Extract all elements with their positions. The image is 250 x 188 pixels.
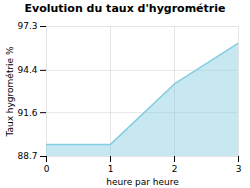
svg-text:2: 2 — [172, 164, 178, 174]
svg-text:Taux hygrométrie %: Taux hygrométrie % — [5, 46, 15, 138]
svg-text:94.4: 94.4 — [17, 65, 37, 75]
svg-text:0: 0 — [44, 164, 50, 174]
svg-text:91.6: 91.6 — [17, 108, 37, 118]
svg-text:heure par heure: heure par heure — [106, 177, 179, 187]
svg-text:97.3: 97.3 — [17, 21, 37, 31]
svg-text:3: 3 — [236, 164, 242, 174]
svg-text:88.7: 88.7 — [17, 151, 37, 161]
svg-text:1: 1 — [108, 164, 114, 174]
html-text:Evolution du taux d'hygrométri: Evolution du taux d'hygrométrie — [24, 2, 226, 15]
